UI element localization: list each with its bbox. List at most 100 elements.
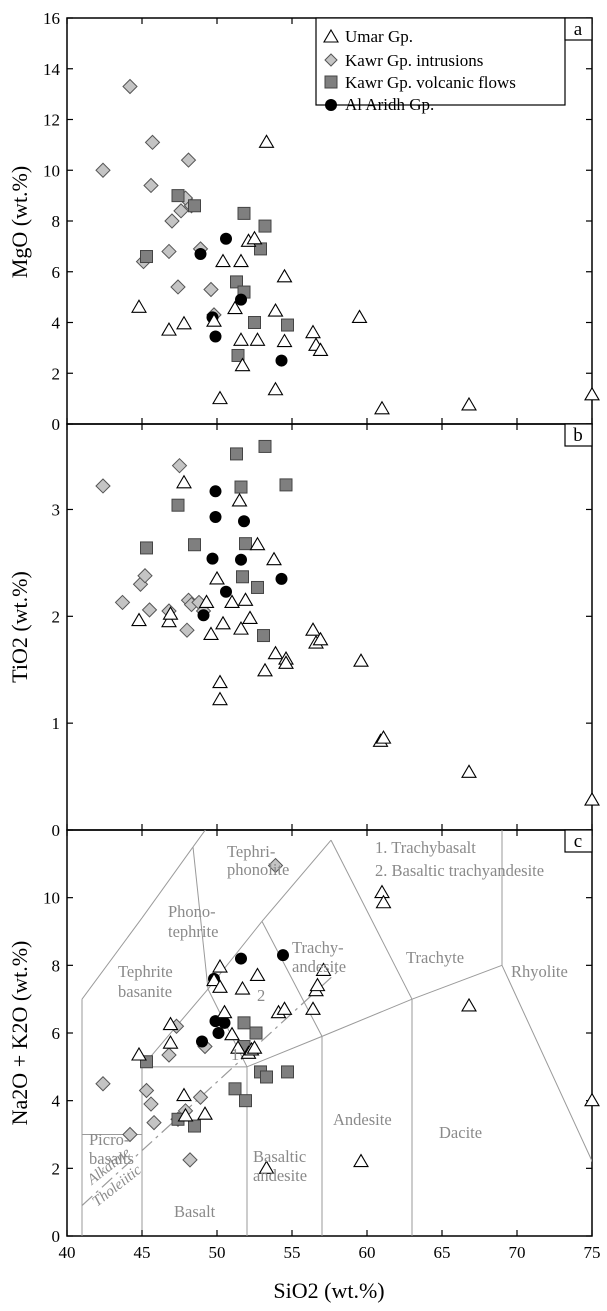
point-b-square-6: [239, 537, 252, 551]
x-tick-label-75: 75: [584, 1243, 601, 1262]
point-b-triangle-16: [257, 662, 273, 677]
legend-box: [315, 17, 566, 106]
point-c-triangle-5: [197, 1106, 213, 1120]
field-note-2: 2. Basaltic trachyandesite: [375, 861, 544, 880]
point-a-triangle-21: [351, 309, 368, 323]
point-b-circle-7: [275, 572, 288, 585]
point-b-triangle-24: [353, 653, 369, 667]
point-a-triangle-17: [276, 333, 293, 348]
point-c-triangle-20: [305, 1001, 321, 1015]
point-c-triangle-9: [216, 1004, 233, 1019]
x-tick-label-60: 60: [359, 1243, 376, 1262]
y-tick-label-0-14: 14: [43, 60, 61, 79]
point-b-circle-5: [235, 553, 247, 566]
panel-a-letter: a: [574, 19, 583, 40]
point-b-circle-2: [209, 485, 222, 498]
point-b-triangle-12: [233, 621, 249, 635]
field-label-2: 2: [257, 986, 265, 1005]
x-tick-label-45: 45: [134, 1243, 151, 1262]
tas-boundary-13: [246, 1035, 323, 1068]
point-b-triangle-3: [176, 474, 192, 489]
point-c-square-6: [239, 1094, 252, 1108]
point-a-square-7: [248, 316, 261, 329]
point-b-triangle-0: [131, 612, 147, 627]
point-c-triangle-16: [249, 967, 266, 982]
point-a-diamond-7: [170, 279, 186, 295]
point-a-circle-3: [220, 232, 232, 245]
point-b-diamond-1: [114, 594, 131, 611]
field-label-tephrite-1: Tephrite: [118, 962, 173, 981]
point-a-triangle-24: [584, 386, 600, 401]
point-c-triangle-11: [230, 1040, 246, 1054]
tas-boundary-17: [501, 965, 592, 1163]
point-b-square-8: [257, 629, 270, 643]
point-b-diamond-3: [137, 568, 153, 584]
panel-b-letter: b: [573, 425, 583, 446]
point-c-diamond-1: [122, 1126, 138, 1143]
point-b-square-2: [188, 538, 201, 552]
point-a-triangle-7: [233, 253, 249, 268]
point-a-triangle-3: [206, 313, 222, 327]
tas-boundary-14: [321, 998, 413, 1037]
tas-boundary-21: [192, 846, 209, 990]
tas-boundary-1: [81, 917, 143, 1000]
point-c-circle-3: [212, 1027, 225, 1039]
field-label-tephriphonolite-2: phonolite: [227, 860, 289, 879]
point-c-diamond-4: [146, 1114, 162, 1131]
y-tick-label-2-6: 6: [52, 1024, 61, 1043]
point-c-triangle-3: [176, 1087, 192, 1102]
x-tick-label-40: 40: [59, 1243, 76, 1262]
y-tick-label-1-1: 1: [52, 714, 61, 733]
field-label-tephriphonolite-1: Tephri-: [227, 842, 275, 861]
point-b-triangle-15: [249, 536, 266, 551]
point-c-triangle-0: [131, 1046, 147, 1061]
point-a-triangle-9: [234, 357, 251, 372]
x-tick-label-55: 55: [284, 1243, 301, 1262]
point-a-circle-2: [209, 330, 222, 343]
panel-a-letter-box: [564, 17, 593, 41]
point-c-square-10: [281, 1065, 294, 1079]
field-label-picrobasalt-1: Picro-: [89, 1130, 129, 1149]
field-label-dacite: Dacite: [439, 1123, 482, 1142]
point-b-triangle-28: [584, 791, 600, 806]
tas-boundary-7: [261, 839, 332, 922]
alkaline-tholeiitic-divider: [81, 971, 338, 1206]
point-a-square-5: [237, 206, 251, 220]
point-c-triangle-15: [246, 1040, 263, 1054]
point-b-triangle-1: [161, 613, 177, 628]
field-label-trachyandesite-1: Trachy-: [292, 938, 344, 957]
point-b-diamond-4: [141, 602, 158, 618]
point-b-triangle-10: [224, 594, 240, 608]
legend-label-volcanic: Kawr Gp. volcanic flows: [345, 73, 516, 92]
y-tick-label-0-4: 4: [52, 314, 61, 333]
point-c-triangle-4: [177, 1107, 194, 1122]
point-b-square-5: [236, 570, 249, 584]
y-axis-title-mgo: MgO (wt.%): [7, 166, 32, 278]
tas-field-labels: Tephri- phonolite Phono- tephrite Tephri…: [84, 838, 568, 1221]
point-b-triangle-21: [305, 622, 321, 636]
point-c-triangle-25: [374, 884, 390, 899]
y-tick-label-2-8: 8: [52, 956, 61, 975]
point-a-diamond-10: [180, 152, 197, 168]
y-tick-label-2-10: 10: [43, 889, 60, 908]
point-a-triangle-5: [215, 253, 231, 268]
point-b-circle-6: [238, 515, 250, 528]
point-b-triangle-17: [266, 551, 282, 566]
legend-label-intrusions: Kawr Gp. intrusions: [345, 51, 483, 70]
tas-boundary-20: [330, 839, 413, 1000]
point-a-triangle-14: [267, 302, 284, 317]
point-b-square-0: [140, 541, 153, 555]
y-tick-label-0-8: 8: [52, 212, 61, 231]
point-a-square-2: [188, 199, 201, 213]
y-tick-label-0-16: 16: [43, 9, 60, 28]
y-tick-label-1-0: 0: [52, 821, 61, 840]
legend: Umar Gp. Kawr Gp. intrusions Kawr Gp. vo…: [315, 17, 566, 114]
point-c-triangle-28: [584, 1092, 600, 1107]
point-a-diamond-5: [161, 243, 177, 260]
point-c-triangle-27: [461, 997, 477, 1012]
field-label-trachyte: Trachyte: [406, 948, 464, 967]
point-c-circle-5: [235, 952, 247, 965]
point-c-triangle-26: [375, 894, 392, 909]
field-label-andesite: Andesite: [333, 1110, 392, 1129]
